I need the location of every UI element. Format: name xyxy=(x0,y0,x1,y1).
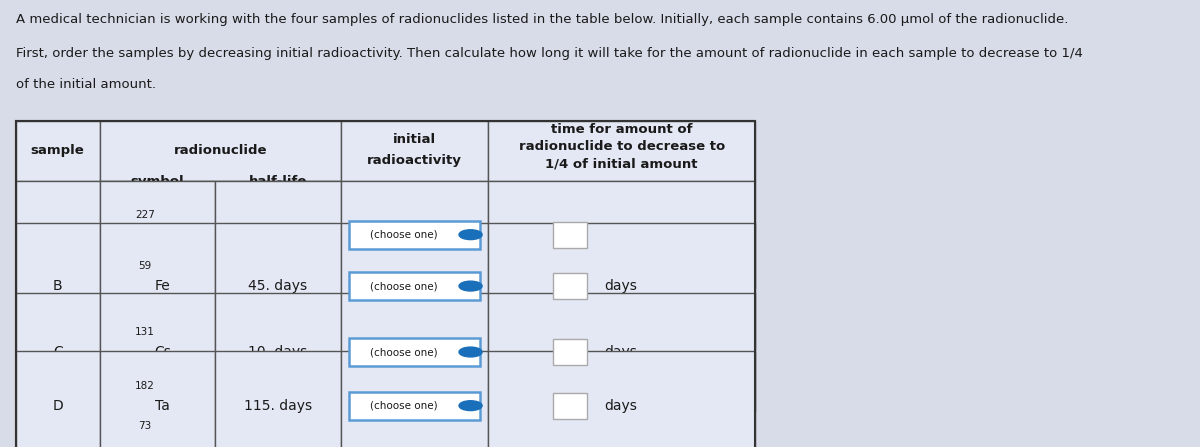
Text: of the initial amount.: of the initial amount. xyxy=(16,78,156,91)
Bar xyxy=(553,222,587,248)
Text: initial: initial xyxy=(392,133,436,146)
Text: 45. days: 45. days xyxy=(248,279,307,293)
Text: Fe: Fe xyxy=(155,279,170,293)
Bar xyxy=(349,392,480,419)
Text: D: D xyxy=(53,399,64,413)
Bar xyxy=(341,121,488,181)
Bar xyxy=(16,121,756,447)
Text: 10. days: 10. days xyxy=(248,345,307,359)
Bar xyxy=(341,224,488,349)
Bar xyxy=(100,293,215,411)
Text: days: days xyxy=(604,345,637,359)
Text: B: B xyxy=(53,279,62,293)
Text: (choose one): (choose one) xyxy=(370,347,438,357)
Bar xyxy=(215,224,341,349)
Bar xyxy=(488,293,756,411)
Bar xyxy=(341,293,488,411)
Bar xyxy=(488,121,756,181)
Text: 73: 73 xyxy=(138,421,151,431)
Text: A medical technician is working with the four samples of radionuclides listed in: A medical technician is working with the… xyxy=(16,13,1068,26)
Text: 227: 227 xyxy=(134,210,155,219)
Bar xyxy=(341,181,488,288)
Bar xyxy=(349,272,480,300)
Bar xyxy=(488,181,756,288)
Bar xyxy=(16,351,100,447)
Circle shape xyxy=(460,230,482,240)
Circle shape xyxy=(460,401,482,410)
Text: Ta: Ta xyxy=(155,399,170,413)
Bar xyxy=(349,221,480,249)
Bar xyxy=(349,338,480,366)
Text: radionuclide to decrease to: radionuclide to decrease to xyxy=(518,140,725,153)
Text: 89: 89 xyxy=(138,250,151,260)
Bar xyxy=(215,351,341,447)
Circle shape xyxy=(460,347,482,357)
Bar xyxy=(16,224,100,349)
Bar xyxy=(16,181,100,288)
Text: half-life: half-life xyxy=(248,174,307,188)
Text: 131: 131 xyxy=(134,327,155,337)
Bar xyxy=(215,181,341,288)
Text: C: C xyxy=(53,345,62,359)
Text: days: days xyxy=(604,399,637,413)
Bar xyxy=(100,121,341,181)
Text: years: years xyxy=(601,228,640,242)
Text: 182: 182 xyxy=(134,380,155,391)
Bar xyxy=(553,339,587,365)
Bar xyxy=(215,293,341,411)
Text: time for amount of: time for amount of xyxy=(551,123,692,136)
Bar xyxy=(553,393,587,418)
Text: symbol: symbol xyxy=(131,174,184,188)
Bar xyxy=(100,224,215,349)
Text: Cs: Cs xyxy=(154,345,172,359)
Text: Ac: Ac xyxy=(154,228,172,242)
Text: days: days xyxy=(604,279,637,293)
Text: 115. days: 115. days xyxy=(244,399,312,413)
Text: sample: sample xyxy=(31,144,84,157)
Bar xyxy=(100,351,215,447)
Bar xyxy=(16,121,756,447)
Text: (choose one): (choose one) xyxy=(370,401,438,411)
Text: A: A xyxy=(53,228,62,242)
Text: 26: 26 xyxy=(138,301,151,311)
Text: First, order the samples by decreasing initial radioactivity. Then calculate how: First, order the samples by decreasing i… xyxy=(16,47,1082,60)
Text: (choose one): (choose one) xyxy=(370,230,438,240)
Text: 22. years: 22. years xyxy=(246,228,311,242)
Text: radionuclide: radionuclide xyxy=(174,144,268,157)
Bar xyxy=(553,273,587,299)
Bar xyxy=(341,351,488,447)
Text: radioactivity: radioactivity xyxy=(367,154,462,167)
Bar xyxy=(488,224,756,349)
Text: 1/4 of initial amount: 1/4 of initial amount xyxy=(545,158,698,171)
Bar xyxy=(16,293,100,411)
Bar xyxy=(16,121,100,181)
Text: 59: 59 xyxy=(138,261,151,271)
Text: 55: 55 xyxy=(138,367,151,377)
Circle shape xyxy=(460,281,482,291)
Text: (choose one): (choose one) xyxy=(370,281,438,291)
Bar xyxy=(100,181,215,288)
Bar xyxy=(488,351,756,447)
